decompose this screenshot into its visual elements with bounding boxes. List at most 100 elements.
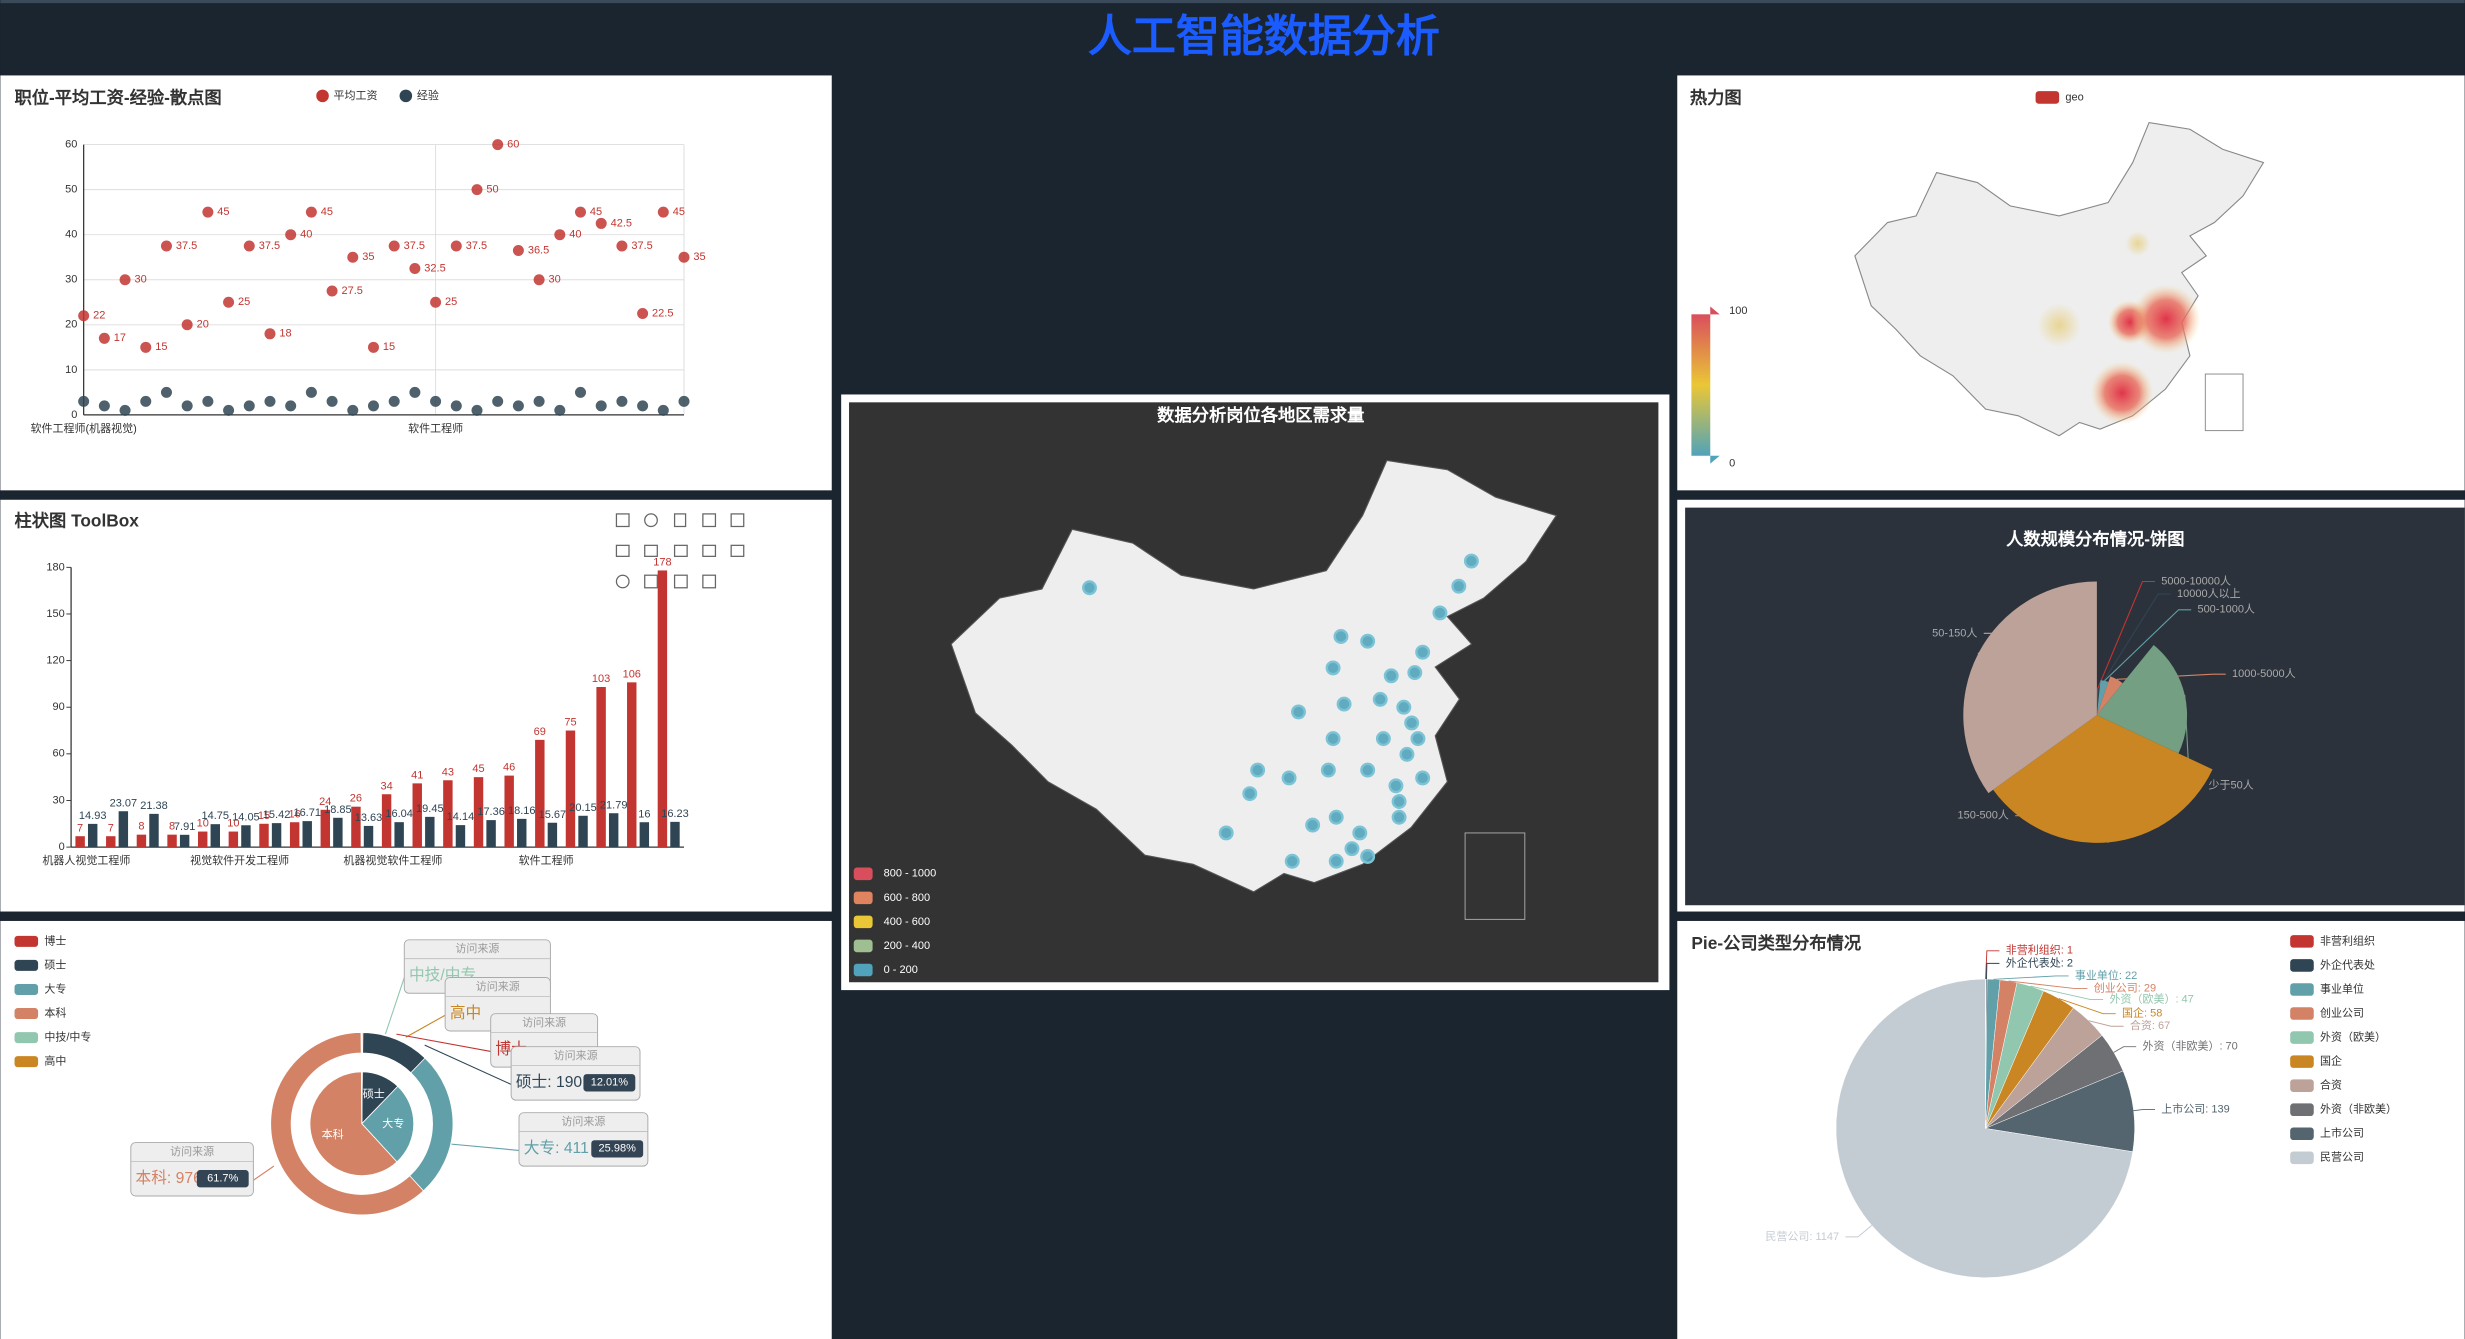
toolbox-icon[interactable]: [673, 544, 688, 557]
map-point: [1360, 762, 1376, 778]
toolbox-icon[interactable]: [673, 513, 687, 528]
data-label: 16.71: [293, 807, 321, 819]
data-label: 60: [507, 138, 519, 150]
toolbox-icon[interactable]: [702, 513, 717, 528]
bar: [210, 824, 220, 848]
legend-marker: [2290, 1103, 2314, 1116]
legend-label: 上市公司: [2320, 1126, 2364, 1140]
chart-title: 数据分析岗位各地区需求量: [1157, 405, 1364, 425]
bar: [179, 834, 190, 848]
data-label: 16: [638, 808, 650, 820]
bar: [197, 831, 208, 848]
callout-title: 访问来源: [561, 1114, 605, 1128]
data-label: 16.23: [661, 808, 689, 820]
toolbox-icon[interactable]: [644, 544, 658, 557]
callout-title: 访问来源: [522, 1015, 566, 1029]
toolbox-icon[interactable]: [702, 574, 717, 589]
data-label: 21.38: [140, 800, 168, 812]
data-label: 15: [155, 341, 167, 353]
bar: [565, 730, 576, 848]
data-label: 15.67: [539, 809, 567, 821]
bar: [363, 825, 374, 848]
bar: [670, 821, 680, 848]
bar: [259, 823, 269, 848]
y-tick-label: 120: [46, 655, 64, 667]
bar: [412, 783, 422, 848]
scatter-point: [305, 206, 317, 218]
data-label: 23.07: [110, 797, 138, 809]
toolbox-icon[interactable]: [730, 544, 745, 557]
island-inset: [1464, 832, 1526, 920]
toolbox: [615, 513, 745, 589]
bar: [639, 822, 650, 848]
data-label: 20: [197, 319, 209, 331]
bar: [106, 836, 116, 848]
data-label: 35: [362, 251, 374, 263]
scatter-point: [512, 244, 524, 256]
legend-marker: [2290, 983, 2314, 996]
map-outline: [1854, 121, 2265, 437]
leader-line: [1845, 1225, 1873, 1238]
data-label: 178: [653, 557, 671, 569]
map-point: [1305, 817, 1321, 833]
toolbox-icon[interactable]: [730, 513, 745, 528]
map-point: [1407, 665, 1423, 681]
data-label: 24: [319, 796, 331, 808]
data-label: 外资（非欧美）: 70: [2142, 1040, 2237, 1053]
bar: [657, 570, 668, 848]
scatter-point: [243, 240, 255, 252]
y-tick-label: 10: [65, 364, 77, 376]
data-label: 10: [197, 818, 209, 830]
map-point: [1336, 696, 1352, 712]
callout-percent: 12.01%: [591, 1077, 629, 1089]
scatter-point: [119, 404, 131, 416]
toolbox-icon[interactable]: [702, 544, 717, 557]
toolbox-icon[interactable]: [615, 544, 630, 557]
scatter-point: [616, 240, 628, 252]
leader-line: [1985, 950, 2000, 980]
leader-line: [2088, 1020, 2124, 1027]
bar: [320, 809, 331, 848]
scatter-point: [98, 332, 110, 344]
map-point: [1463, 553, 1479, 569]
percent-badge: [591, 1140, 644, 1158]
slice-label: 少于50人: [2208, 779, 2253, 792]
toolbox-icon[interactable]: [673, 574, 688, 589]
toolbox-icon[interactable]: [644, 513, 658, 528]
callout-label: 本科: 976: [136, 1169, 203, 1187]
leader-line: [1993, 975, 2069, 980]
toolbox-icon[interactable]: [615, 574, 630, 589]
data-label: 42.5: [611, 217, 632, 229]
x-tick-label: 软件工程师: [519, 853, 574, 867]
legend-label: 合资: [2320, 1078, 2342, 1092]
toolbox-icon[interactable]: [644, 574, 658, 589]
island-inset: [2204, 373, 2244, 432]
visual-map-label: 0 - 200: [884, 964, 918, 976]
map-point: [1415, 644, 1431, 660]
scatter-point: [657, 404, 669, 416]
scatter-point: [181, 319, 193, 331]
legend-label: 国企: [2320, 1054, 2342, 1068]
data-label: 32.5: [424, 262, 445, 274]
pie-slice: [1835, 978, 2134, 1278]
rose-slice: [2096, 688, 2100, 716]
legend-marker: [2290, 1151, 2314, 1165]
data-label: 45: [673, 206, 685, 218]
map-point: [1375, 731, 1391, 747]
visual-map-label: 800 - 1000: [884, 868, 937, 880]
slice-label: 硕士: [363, 1088, 385, 1101]
legend-label: 大专: [44, 981, 66, 995]
heat-spot: [2037, 303, 2082, 348]
data-label: 22.5: [652, 307, 673, 319]
scatter-point: [119, 274, 131, 286]
leader-line: [2015, 815, 2109, 843]
rose-slice: [2096, 680, 2109, 716]
toolbox-icon[interactable]: [615, 513, 630, 528]
scatter-point: [554, 229, 566, 241]
scatter-point: [326, 395, 338, 407]
data-label: 34: [380, 780, 392, 792]
y-tick-label: 0: [59, 841, 65, 853]
data-label: 45: [321, 206, 333, 218]
data-label: 民营公司: 1147: [1765, 1229, 1839, 1243]
data-label: 创业公司: 29: [2094, 981, 2156, 994]
